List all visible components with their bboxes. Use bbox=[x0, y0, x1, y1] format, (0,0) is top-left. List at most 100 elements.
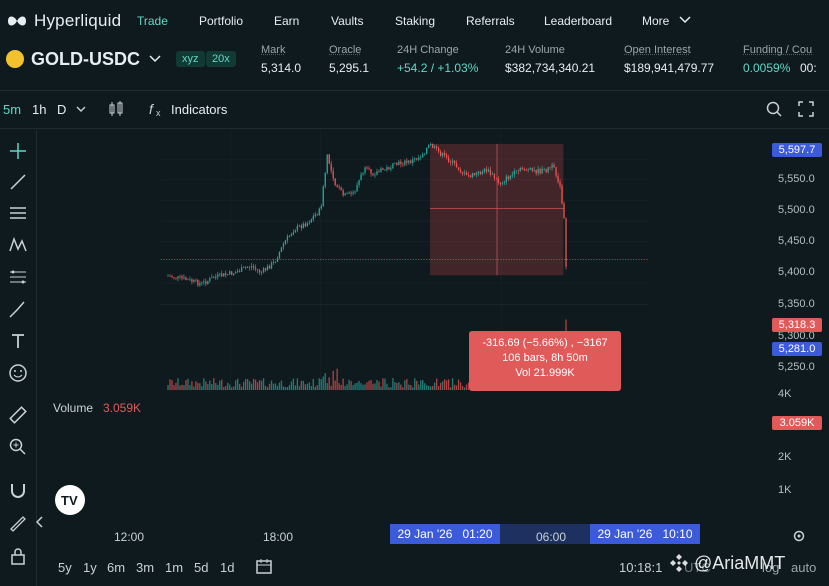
candle bbox=[489, 169, 492, 175]
candle bbox=[280, 247, 283, 252]
nav-trade[interactable]: Trade bbox=[137, 14, 168, 28]
crosshair-icon[interactable] bbox=[8, 141, 28, 161]
horizontal-lines-icon[interactable] bbox=[8, 203, 28, 223]
candle bbox=[286, 236, 289, 241]
pattern-icon[interactable] bbox=[8, 235, 28, 255]
chevron-down-icon[interactable] bbox=[149, 55, 161, 63]
timezone[interactable]: UTC bbox=[684, 560, 711, 575]
brand-logo[interactable]: Hyperliquid bbox=[6, 10, 121, 32]
volume-bar bbox=[227, 382, 229, 391]
volume-bar bbox=[306, 383, 308, 391]
magnet-icon[interactable] bbox=[8, 481, 28, 501]
range-6m[interactable]: 6m bbox=[107, 560, 126, 575]
auto-toggle[interactable]: auto bbox=[791, 560, 817, 575]
candle-type-icon[interactable] bbox=[107, 100, 125, 118]
chart-toolbar bbox=[0, 92, 829, 129]
price-chart[interactable] bbox=[37, 130, 772, 394]
time-tick: 12:00 bbox=[114, 530, 145, 544]
log-toggle[interactable]: log bbox=[762, 560, 780, 575]
candle bbox=[209, 278, 211, 281]
range-5d[interactable]: 5d bbox=[194, 560, 209, 575]
volume-bar bbox=[328, 377, 330, 391]
text-icon[interactable] bbox=[8, 331, 28, 351]
stat-funding-countdown: 00: bbox=[800, 61, 817, 75]
nav-portfolio[interactable]: Portfolio bbox=[199, 14, 244, 28]
candle bbox=[306, 223, 308, 227]
nav-earn[interactable]: Earn bbox=[274, 14, 300, 28]
volume-bar bbox=[437, 386, 440, 391]
volume-bar bbox=[310, 386, 312, 391]
range-5y[interactable]: 5y bbox=[58, 560, 72, 575]
range-1d[interactable]: 1d bbox=[220, 560, 235, 575]
interval-1h[interactable]: 1h bbox=[32, 102, 47, 117]
price-tick: 5,350.0 bbox=[778, 298, 815, 310]
zoom-icon[interactable] bbox=[765, 100, 783, 118]
volume-bar bbox=[316, 385, 318, 391]
candle bbox=[258, 270, 261, 273]
candle bbox=[219, 273, 221, 275]
range-1m[interactable]: 1m bbox=[165, 560, 184, 575]
zoom-in-icon[interactable] bbox=[8, 437, 28, 457]
lock-icon[interactable] bbox=[8, 546, 28, 566]
range-1y[interactable]: 1y bbox=[83, 560, 97, 575]
tradingview-logo-icon[interactable]: TV bbox=[55, 485, 85, 515]
candle bbox=[308, 222, 310, 224]
lock-draw-icon[interactable] bbox=[8, 512, 28, 532]
trend-line-icon[interactable] bbox=[8, 172, 28, 192]
range-3m[interactable]: 3m bbox=[136, 560, 155, 575]
measure-bars: 106 bars, 8h 50m bbox=[502, 352, 588, 364]
candle bbox=[432, 143, 434, 148]
time-tag-end: 29 Jan '26 10:10 bbox=[590, 524, 700, 544]
volume-bar bbox=[360, 383, 362, 391]
settings-gear-icon[interactable] bbox=[792, 529, 806, 543]
candle bbox=[565, 218, 567, 267]
nav-staking[interactable]: Staking bbox=[395, 14, 436, 28]
candle bbox=[199, 283, 201, 286]
nav-more[interactable]: More bbox=[642, 14, 670, 28]
candle bbox=[539, 168, 541, 174]
candle bbox=[525, 170, 527, 171]
volume-bar bbox=[422, 380, 424, 391]
volume-bar bbox=[209, 380, 211, 391]
ruler-icon[interactable] bbox=[8, 405, 28, 425]
candle bbox=[211, 277, 213, 279]
nav-referrals[interactable]: Referrals bbox=[466, 14, 515, 28]
volume-bar bbox=[465, 384, 468, 391]
top-nav bbox=[0, 0, 829, 42]
volume-bar bbox=[181, 384, 183, 391]
chevron-left-icon[interactable] bbox=[36, 516, 44, 528]
stat-change-label: 24H Change bbox=[397, 44, 459, 56]
candle bbox=[246, 267, 249, 269]
volume-bar bbox=[451, 378, 454, 391]
candle bbox=[217, 274, 219, 277]
calendar-icon[interactable] bbox=[255, 557, 273, 575]
chevron-down-icon[interactable] bbox=[76, 106, 86, 113]
watermark-handle: @AriaMMT bbox=[694, 552, 786, 573]
fib-icon[interactable] bbox=[8, 267, 28, 287]
stat-oi-value: $189,941,479.77 bbox=[624, 61, 715, 75]
volume-bar bbox=[332, 370, 334, 391]
candle bbox=[235, 271, 237, 274]
candle bbox=[563, 203, 565, 219]
volume-legend-label[interactable]: Volume bbox=[53, 401, 94, 415]
volume-bar bbox=[201, 386, 203, 391]
pair-selector[interactable]: GOLD-USDC bbox=[31, 49, 140, 69]
volume-bar bbox=[358, 380, 360, 391]
brush-icon[interactable] bbox=[8, 299, 28, 319]
nav-vaults[interactable]: Vaults bbox=[331, 14, 364, 28]
emoji-icon[interactable] bbox=[8, 363, 28, 383]
interval-d[interactable]: D bbox=[57, 102, 67, 117]
indicators-button[interactable]: Indicators bbox=[171, 102, 228, 117]
volume-bar bbox=[356, 382, 358, 391]
volume-bar bbox=[392, 378, 394, 391]
chevron-down-icon[interactable] bbox=[679, 16, 691, 24]
candle bbox=[278, 251, 281, 259]
volume-bar bbox=[278, 382, 281, 391]
candle bbox=[495, 178, 498, 179]
nav-leaderboard[interactable]: Leaderboard bbox=[544, 14, 613, 28]
time-tick: 18:00 bbox=[263, 530, 294, 544]
interval-5m[interactable]: 5m bbox=[3, 102, 22, 117]
svg-text:x: x bbox=[156, 108, 161, 118]
fullscreen-icon[interactable] bbox=[797, 100, 815, 118]
leverage-badge[interactable]: 20x bbox=[206, 51, 236, 67]
